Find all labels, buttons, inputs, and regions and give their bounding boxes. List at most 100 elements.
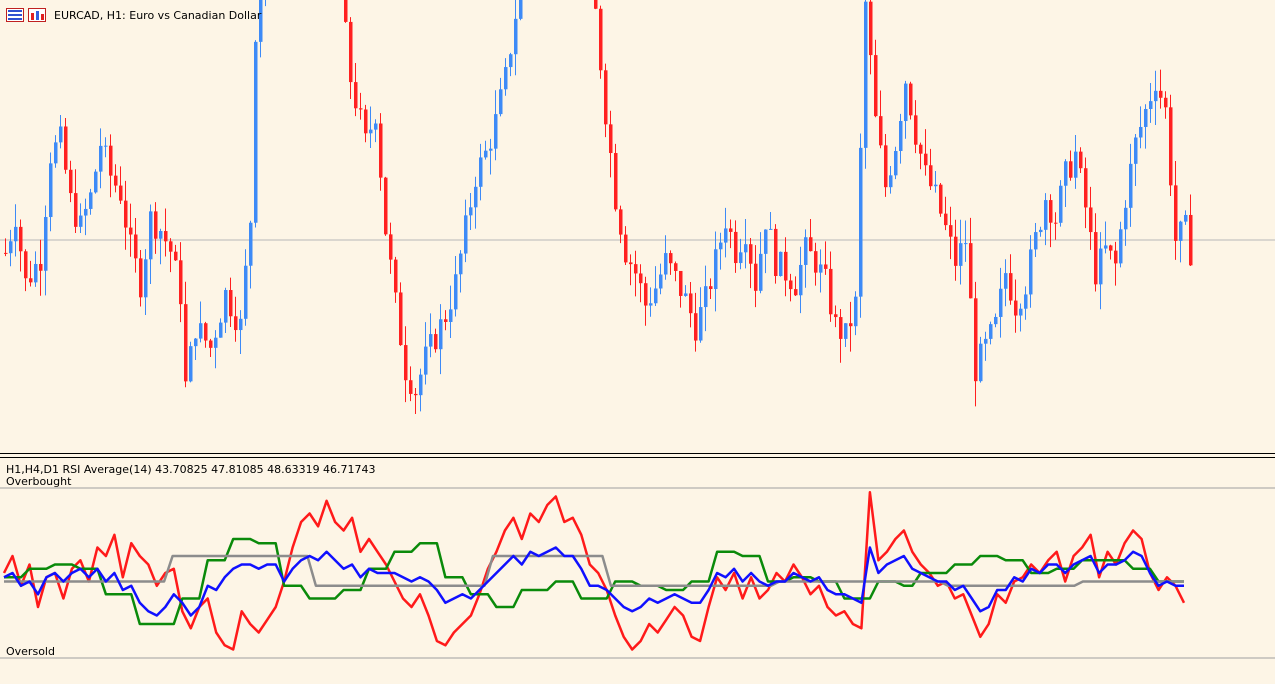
candle bbox=[864, 0, 868, 169]
rsi-series-line-1 bbox=[4, 537, 1184, 626]
rsi-series-line-2 bbox=[4, 554, 1184, 588]
candle-body bbox=[1169, 107, 1173, 186]
candle bbox=[149, 204, 153, 284]
candle-body bbox=[399, 292, 403, 346]
candle bbox=[819, 249, 823, 293]
candle bbox=[219, 318, 223, 338]
candle bbox=[609, 110, 613, 178]
candle-body bbox=[79, 215, 83, 227]
candle bbox=[644, 276, 648, 326]
candle-body bbox=[879, 116, 883, 146]
price-chart-panel[interactable]: EURCAD, H1: Euro vs Canadian Dollar bbox=[0, 0, 1275, 454]
candle-body bbox=[189, 346, 193, 382]
candle-body bbox=[1034, 232, 1038, 250]
candle bbox=[354, 63, 358, 117]
candle-body bbox=[4, 252, 8, 254]
candle-body bbox=[409, 380, 413, 394]
candle bbox=[59, 114, 63, 149]
candle bbox=[849, 301, 853, 352]
candle bbox=[949, 206, 953, 260]
candle-body bbox=[414, 393, 418, 396]
candle bbox=[1109, 244, 1113, 260]
candle bbox=[194, 338, 198, 361]
candle bbox=[449, 285, 453, 338]
candle bbox=[1154, 70, 1158, 125]
candle bbox=[265, 0, 266, 7]
candle-body bbox=[114, 175, 118, 186]
candle-body bbox=[479, 157, 483, 187]
candle bbox=[894, 146, 898, 180]
candle bbox=[1164, 91, 1168, 119]
candle-body bbox=[1119, 229, 1123, 264]
candle bbox=[369, 106, 373, 148]
rsi-series-line-3 bbox=[3, 546, 1184, 617]
candle-body bbox=[184, 304, 188, 382]
panel-separator[interactable] bbox=[0, 454, 1275, 458]
candle bbox=[1169, 94, 1173, 196]
candle bbox=[754, 245, 758, 308]
candle bbox=[204, 321, 208, 348]
candle bbox=[4, 238, 8, 257]
candle-body bbox=[134, 234, 138, 259]
oversold-label: Oversold bbox=[6, 645, 55, 658]
candle bbox=[634, 250, 638, 297]
candle bbox=[1094, 213, 1098, 292]
candle bbox=[234, 296, 238, 342]
candle-body bbox=[1179, 221, 1183, 241]
candle bbox=[79, 203, 83, 233]
candle bbox=[1069, 150, 1073, 181]
candle-body bbox=[1129, 163, 1133, 208]
candle bbox=[1114, 241, 1118, 286]
candle bbox=[1144, 104, 1148, 149]
candle bbox=[124, 180, 128, 250]
candle bbox=[954, 219, 958, 281]
candle-body bbox=[704, 286, 708, 308]
candle bbox=[719, 232, 723, 270]
candle bbox=[909, 81, 913, 120]
list-icon[interactable] bbox=[6, 8, 24, 22]
candle bbox=[1014, 279, 1018, 333]
candle-body bbox=[74, 193, 78, 227]
chart-icon[interactable] bbox=[28, 8, 46, 22]
candle-body bbox=[1039, 229, 1043, 233]
candle bbox=[174, 244, 178, 261]
candle-body bbox=[1069, 161, 1073, 178]
candle bbox=[1029, 235, 1033, 308]
candle bbox=[889, 166, 893, 194]
candle bbox=[94, 169, 98, 194]
candle bbox=[109, 134, 113, 198]
candle-body bbox=[199, 323, 203, 339]
candle-body bbox=[744, 244, 748, 253]
candle-body bbox=[219, 322, 223, 338]
candle-body bbox=[504, 67, 508, 90]
candle bbox=[789, 273, 793, 302]
candle-body bbox=[369, 129, 373, 134]
indicator-label: H1,H4,D1 RSI Average(14) 43.70825 47.810… bbox=[6, 463, 376, 476]
candle bbox=[649, 287, 653, 317]
candle bbox=[134, 217, 138, 273]
candle-body bbox=[24, 251, 28, 279]
candle bbox=[129, 203, 133, 257]
candle bbox=[1099, 232, 1103, 310]
candle bbox=[154, 202, 158, 254]
candle bbox=[784, 237, 788, 297]
candle bbox=[74, 169, 78, 234]
candle-body bbox=[639, 273, 643, 284]
candle-body bbox=[929, 165, 933, 187]
candle-body bbox=[1044, 200, 1048, 230]
indicator-panel[interactable]: H1,H4,D1 RSI Average(14) 43.70825 47.810… bbox=[0, 458, 1275, 684]
candle bbox=[144, 249, 148, 316]
candle bbox=[799, 246, 803, 314]
candle bbox=[184, 281, 188, 388]
candle-body bbox=[119, 185, 123, 201]
candle bbox=[209, 338, 213, 358]
candle-body bbox=[1004, 273, 1008, 289]
candle bbox=[359, 92, 363, 120]
candle-body bbox=[994, 316, 998, 325]
candle bbox=[619, 205, 623, 244]
candle bbox=[829, 251, 833, 322]
candle bbox=[244, 249, 248, 326]
candle-body bbox=[844, 323, 848, 339]
candle bbox=[709, 278, 713, 299]
